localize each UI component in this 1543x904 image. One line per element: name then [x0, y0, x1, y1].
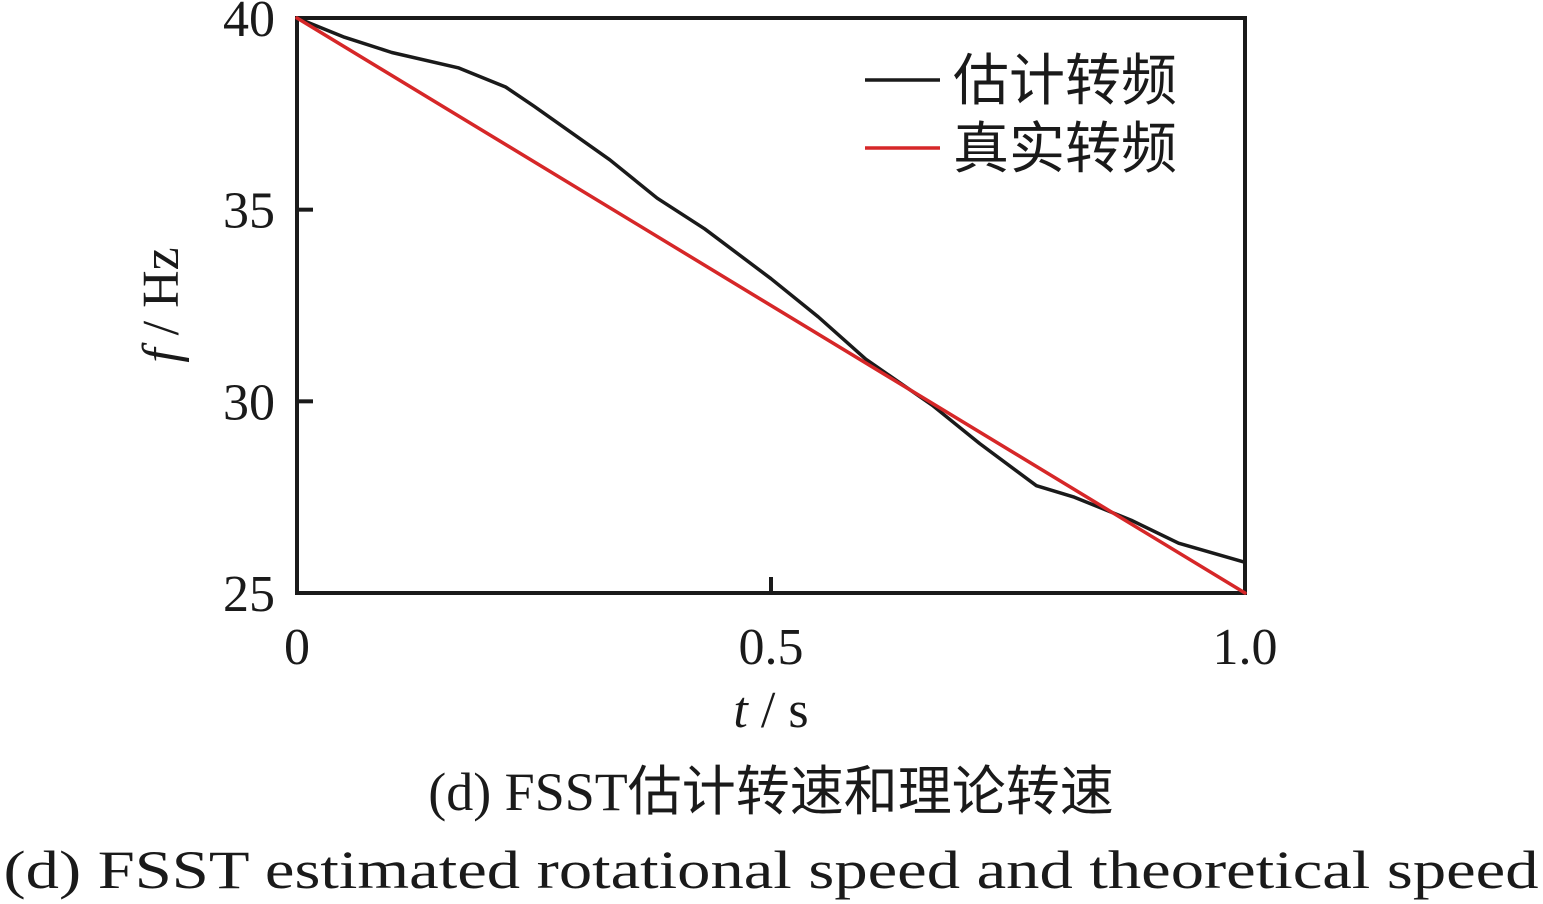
y-tick-label: 25 — [223, 566, 275, 623]
legend-label-1: 估计转频 — [953, 51, 1177, 113]
legend-label-2: 真实转频 — [953, 119, 1177, 181]
caption-chinese-text: 估计转速和理论转速 — [628, 760, 1114, 823]
y-tick-label: 30 — [223, 374, 275, 431]
series-line-1 — [295, 16, 1247, 565]
y-axis-unit: / Hz — [133, 247, 190, 348]
x-axis-var: t — [733, 682, 749, 739]
caption-chinese: (d) FSST估计转速和理论转速 — [428, 760, 1114, 823]
x-tick-label: 1.0 — [1213, 619, 1278, 676]
caption-english: (d) FSST estimated rotational speed and … — [4, 840, 1539, 900]
x-axis-title: t / s — [733, 682, 808, 739]
y-tick-label: 35 — [223, 183, 275, 240]
axis-ticks: 0 0.5 1.0 25 30 35 40 — [223, 0, 1278, 676]
x-tick-label: 0.5 — [739, 619, 804, 676]
series-group — [295, 16, 1247, 595]
y-tick-label: 40 — [223, 0, 275, 48]
y-axis-title: f / Hz — [133, 247, 190, 363]
x-axis-unit: / s — [748, 682, 809, 739]
caption-chinese-prefix: (d) FSST — [428, 762, 628, 822]
x-tick-label: 0 — [284, 619, 310, 676]
series-line-2 — [295, 16, 1247, 595]
